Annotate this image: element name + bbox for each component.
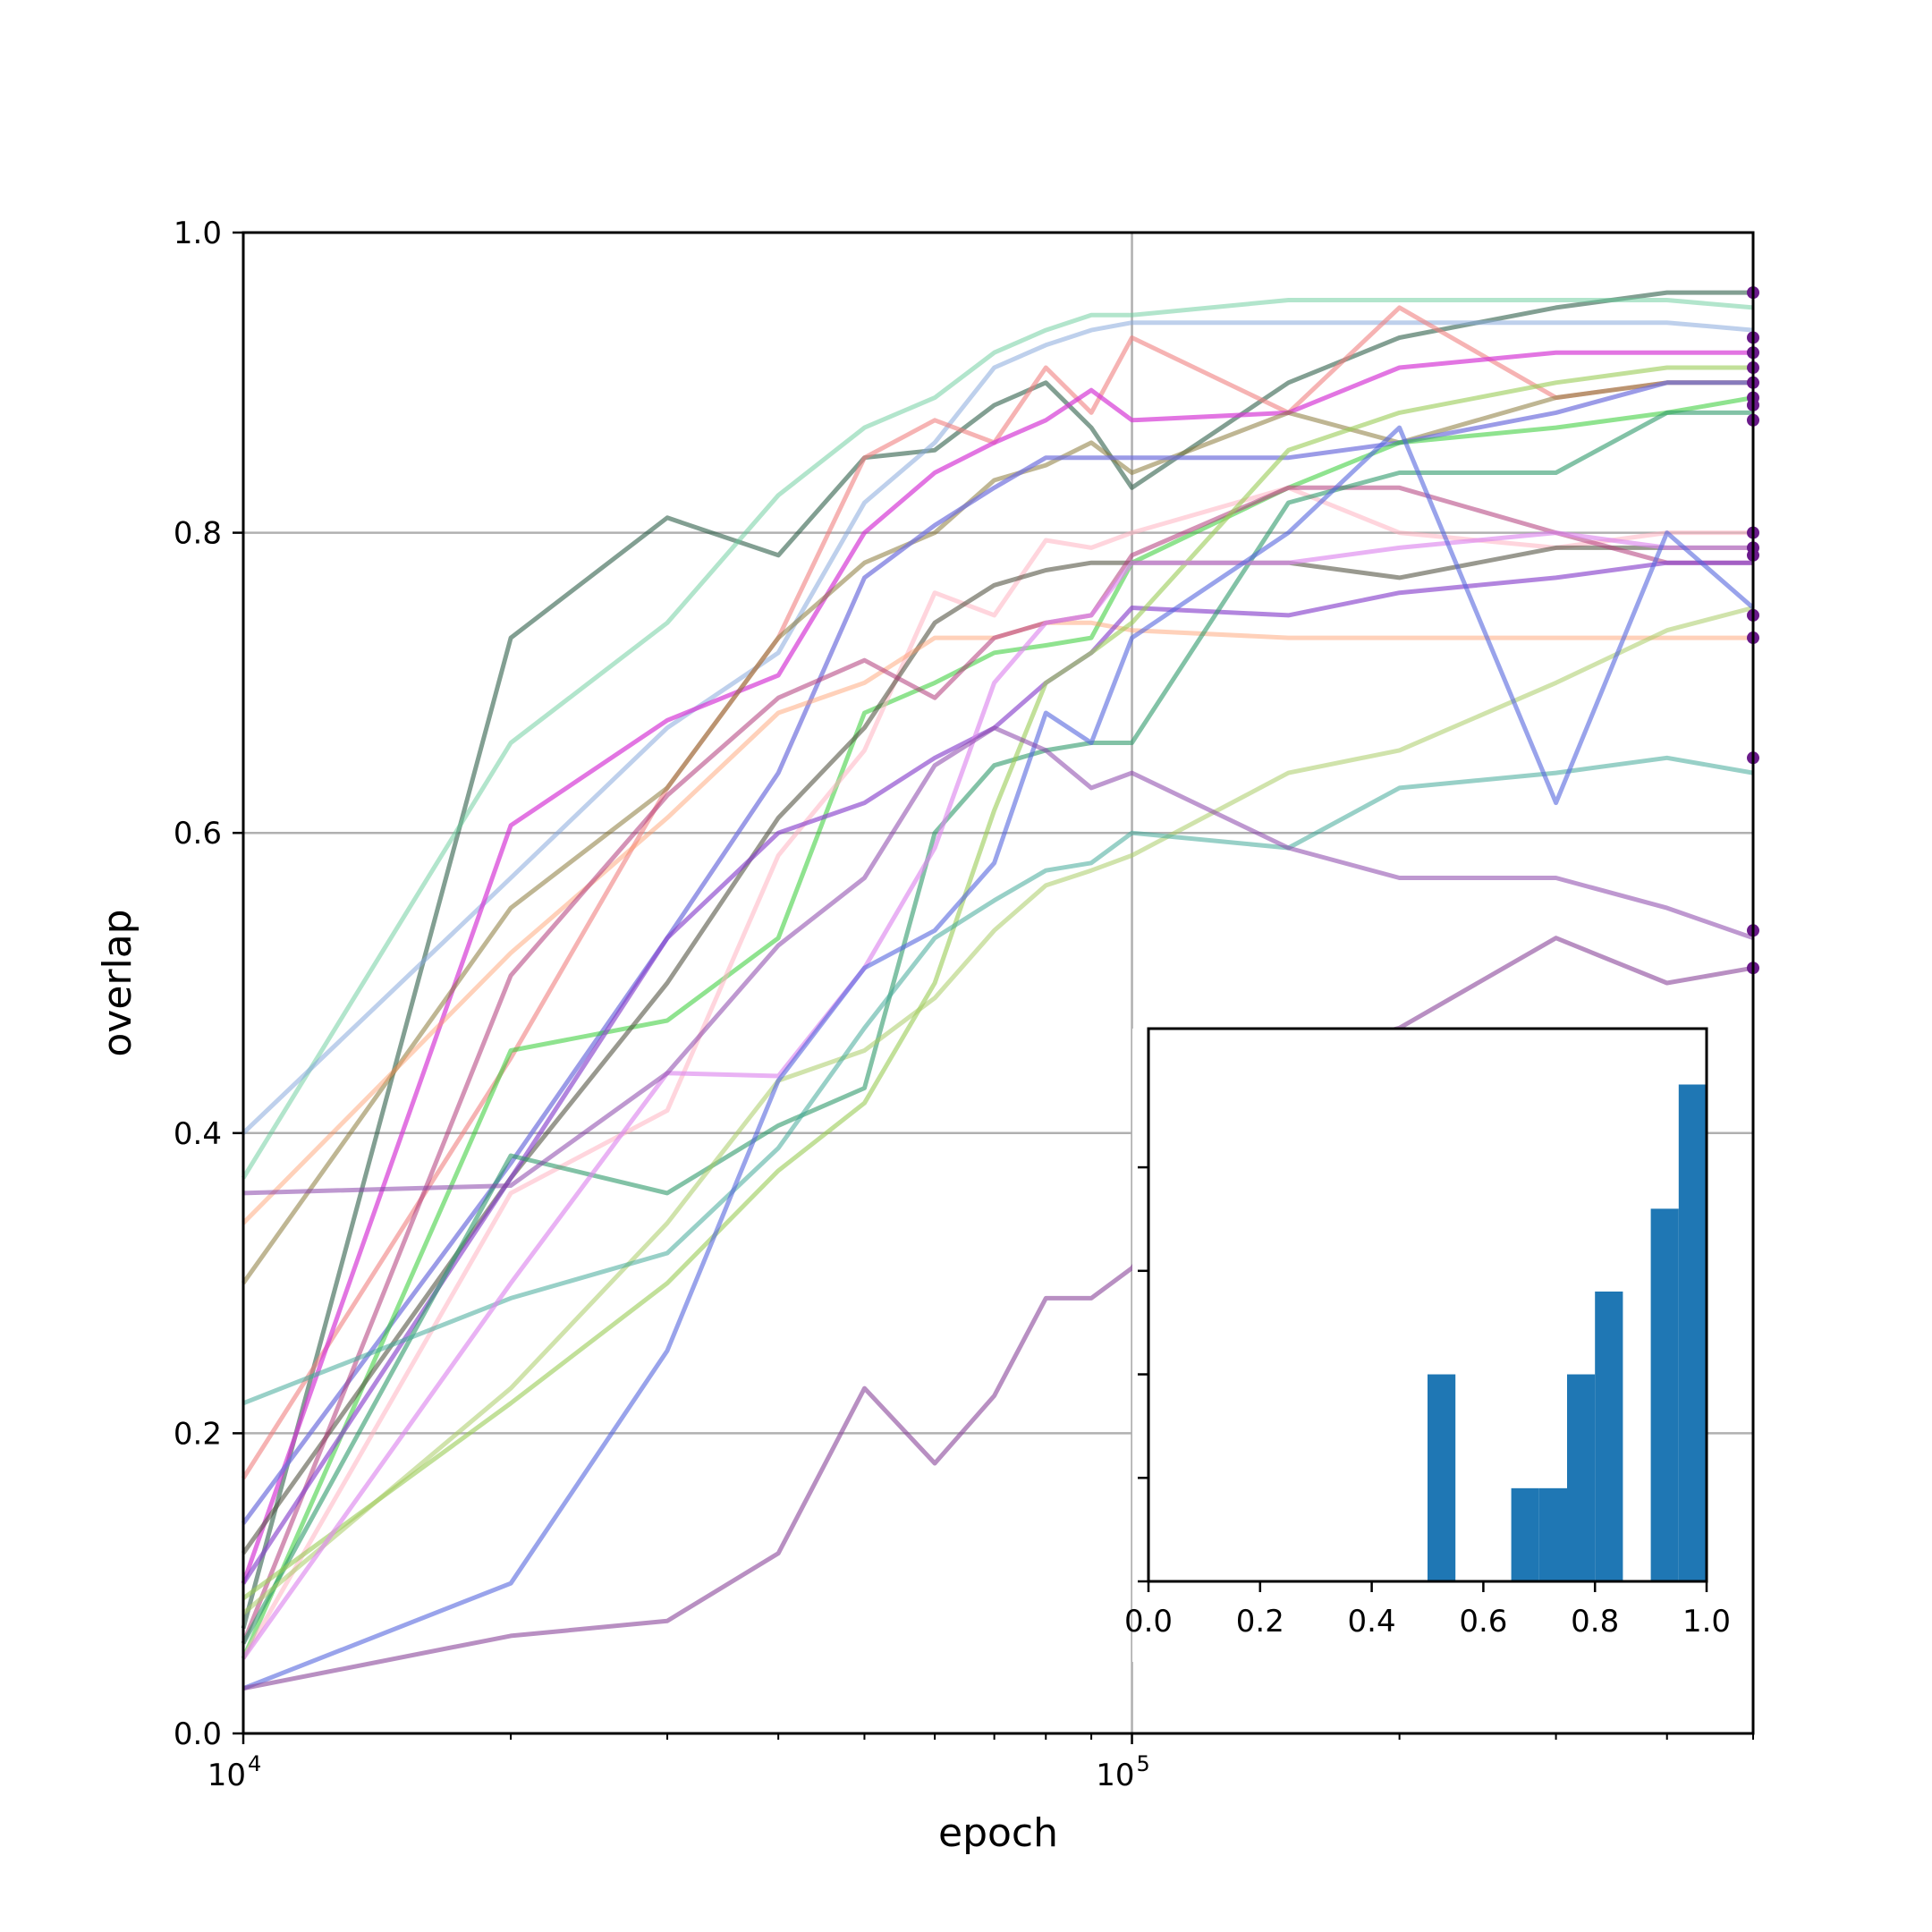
series-line-8 [241, 395, 1754, 1660]
inset-ticks: 0.0 0.2 0.4 0.6 0.8 1.0 [1124, 1165, 1731, 1640]
y-tick-label: 0.2 [174, 1416, 222, 1452]
series-line-9 [241, 485, 1753, 1660]
main-series-group [241, 290, 1755, 1691]
series-line-21 [242, 936, 1754, 1691]
inset-x-tick-label: 0.2 [1236, 1604, 1284, 1640]
inset-x-tick-label: 0.6 [1459, 1604, 1507, 1640]
histogram-bar [1567, 1374, 1596, 1581]
series-line-19 [242, 425, 1755, 1691]
y-tick-label: 0.8 [174, 516, 222, 552]
y-tick-label: 0.6 [174, 816, 222, 852]
y-tick-label: 1.0 [174, 216, 222, 251]
series-line-16 [242, 606, 1754, 1615]
inset-histogram: 0.0 0.2 0.4 0.6 0.8 1.0 [1124, 1027, 1731, 1662]
y-tick-label: 0.4 [174, 1116, 222, 1152]
inset-axes-frame [1147, 1027, 1708, 1583]
y-axis-title: overlap [95, 909, 140, 1056]
inset-x-tick-label: 0.0 [1124, 1604, 1173, 1640]
series-line-20 [242, 725, 1754, 1196]
histogram-bar [1538, 1487, 1567, 1581]
main-axes-frame [242, 231, 1755, 1735]
series-line-6 [241, 380, 1753, 1285]
histogram-bar [1650, 1208, 1679, 1581]
series-line-3 [242, 320, 1754, 1135]
main-y-ticks: 0.0 0.2 0.4 0.6 0.8 1.0 [174, 216, 243, 1752]
main-plot: 0.00.20.40.60.81.0 104 105 epoch overlap [95, 216, 1759, 1856]
y-tick-label: 0.0 [174, 1716, 222, 1752]
histogram-bar [1678, 1084, 1707, 1581]
series-line-1 [241, 290, 1753, 1630]
histogram-bar [1595, 1291, 1623, 1581]
series-line-15 [242, 365, 1753, 1601]
inset-x-tick-label: 1.0 [1682, 1604, 1731, 1640]
x-axis-title: epoch [938, 1810, 1058, 1856]
inset-bars-group [1428, 1084, 1707, 1581]
series-line-10 [241, 545, 1753, 1555]
histogram-bar [1511, 1487, 1539, 1581]
series-line-5 [241, 350, 1753, 1585]
inset-x-tick-label: 0.4 [1348, 1604, 1396, 1640]
series-line-7 [241, 380, 1753, 1525]
series-line-18 [241, 530, 1753, 1660]
series-line-2 [241, 298, 1754, 1180]
inset-x-tick-label: 0.8 [1571, 1604, 1619, 1640]
histogram-bar [1428, 1374, 1456, 1581]
series-line-17 [242, 755, 1754, 1406]
